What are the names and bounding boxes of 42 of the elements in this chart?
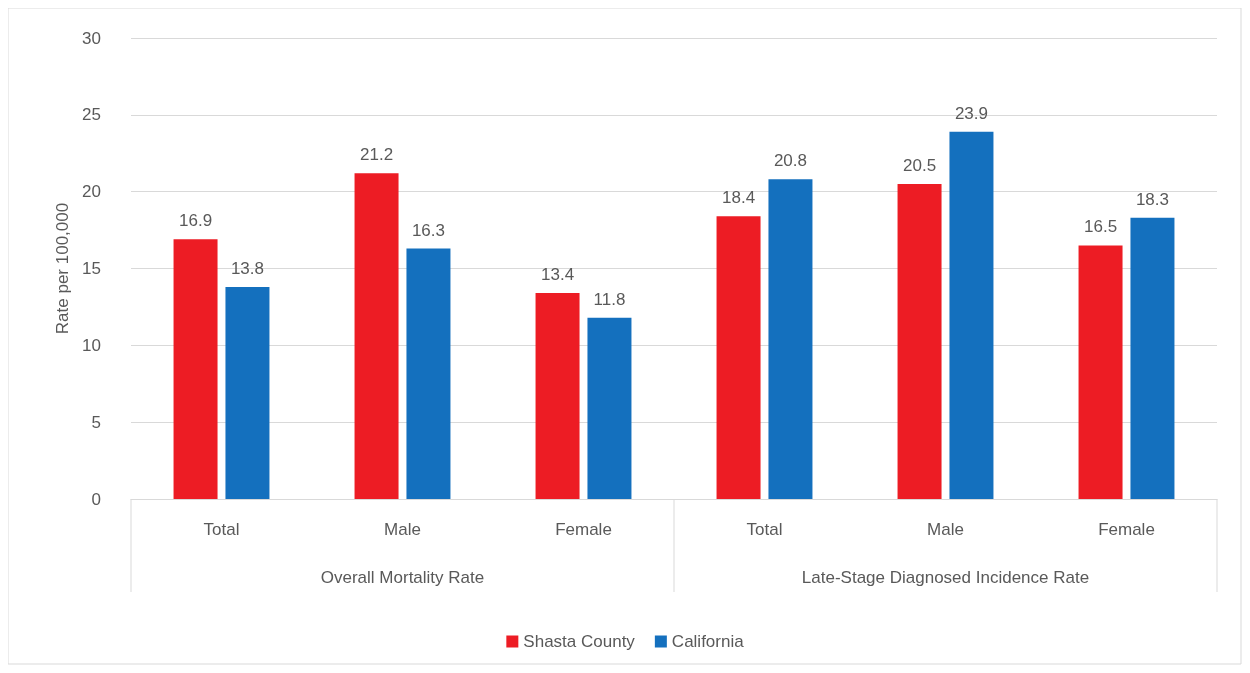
text: Late-Stage Diagnosed Incidence Rate: [801, 567, 1090, 587]
bar: [535, 293, 580, 499]
bar: [1078, 245, 1123, 499]
y-tick-label: 0: [91, 489, 101, 509]
data-label: 21.2: [359, 145, 394, 165]
data-label: 16.9: [178, 211, 213, 231]
bar: [897, 183, 942, 499]
x-tick-label: Total: [746, 520, 783, 539]
bar: [225, 286, 270, 499]
data-label: 18.4: [721, 188, 756, 208]
bar: [354, 173, 399, 499]
data-label: 23.9: [954, 103, 989, 123]
x-tick-label: Male: [927, 520, 964, 539]
bar: [1130, 217, 1175, 499]
y-tick-label: 5: [91, 412, 101, 432]
legend-label: Shasta County: [523, 632, 636, 651]
bar: [949, 131, 994, 499]
bar: [587, 317, 632, 499]
data-label: 13.4: [540, 265, 575, 285]
y-tick-label: 20: [82, 182, 101, 202]
data-label: 16.3: [411, 220, 446, 240]
x-tick-label: Male: [384, 520, 421, 539]
text: Overall Mortality Rate: [320, 567, 485, 587]
bar: [768, 179, 813, 499]
y-tick-label: 15: [82, 259, 101, 278]
data-label: 13.8: [230, 258, 265, 278]
legend-label: California: [671, 632, 745, 651]
bar: [406, 248, 451, 499]
data-label: 20.8: [773, 151, 808, 171]
x-tick-label: Female: [555, 520, 612, 539]
x-tick-label: Total: [203, 520, 240, 539]
y-tick-label: 25: [82, 105, 101, 125]
data-label: 18.3: [1135, 189, 1170, 209]
bar: [716, 216, 761, 499]
y-tick-label: 10: [82, 335, 101, 355]
bar: [173, 239, 218, 499]
x-tick-label: Female: [1098, 520, 1155, 539]
y-tick-label: 30: [82, 28, 101, 48]
data-label: 20.5: [902, 155, 937, 175]
data-label: 11.8: [593, 289, 626, 309]
data-label: 16.5: [1083, 217, 1118, 237]
y-axis-title: Rate per 100,000: [53, 202, 73, 335]
